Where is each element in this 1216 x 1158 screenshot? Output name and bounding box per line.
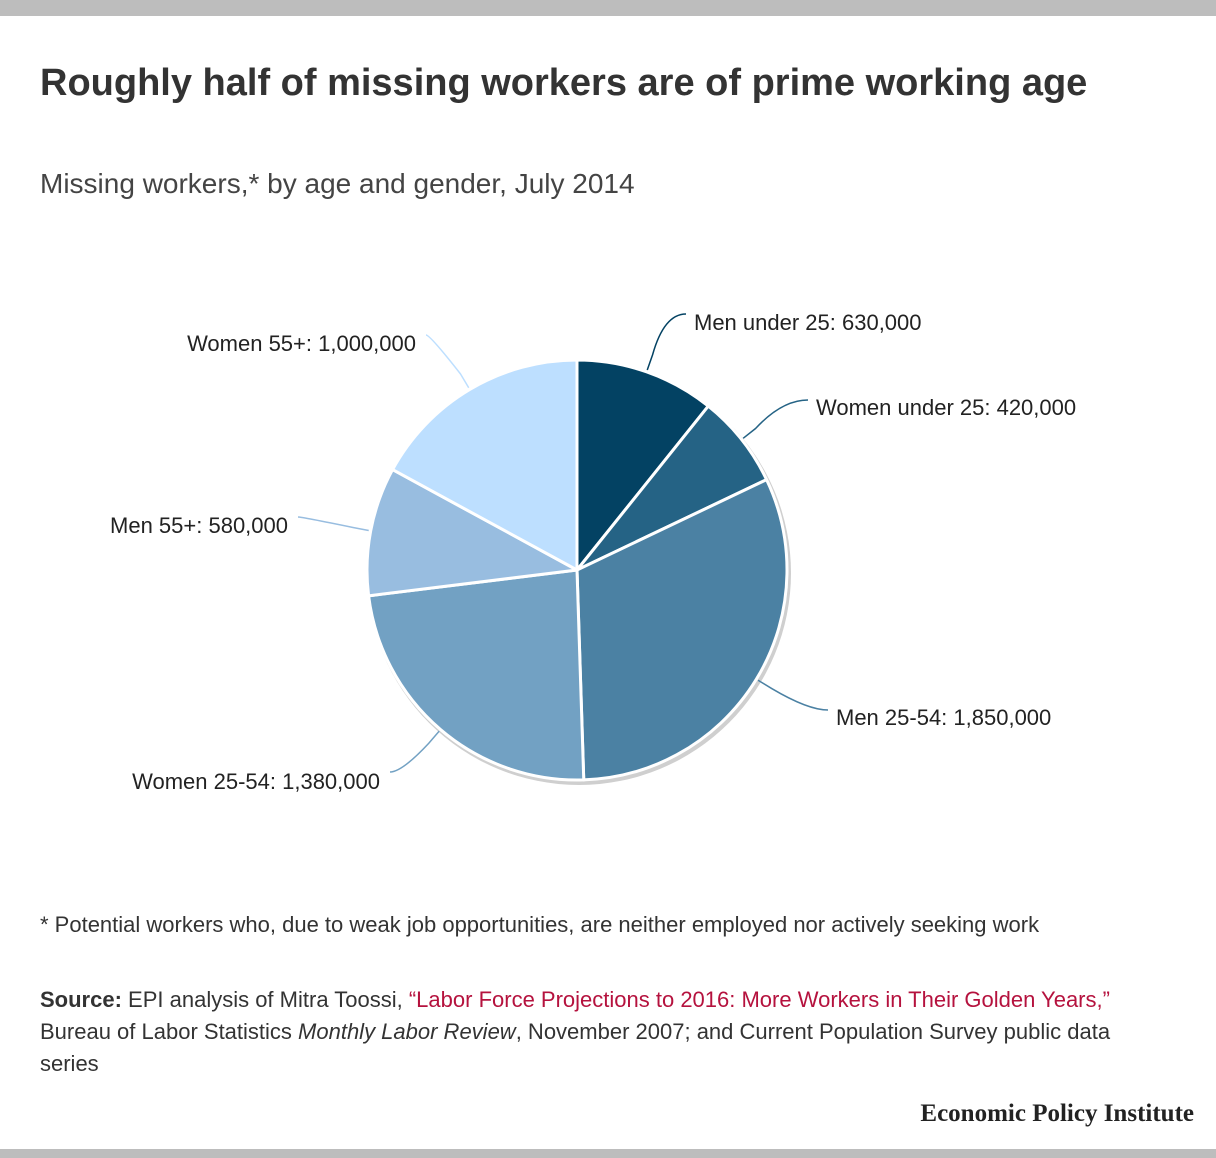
chart-title: Roughly half of missing workers are of p…	[40, 62, 1088, 104]
leader-line-women-under-25	[742, 399, 809, 439]
data-label-women-55: Women 55+: 1,000,000	[187, 331, 416, 356]
leader-line-women-55	[425, 334, 470, 389]
source-label: Source:	[40, 987, 122, 1012]
epi-logo-text: Economic Policy Institute	[920, 1100, 1194, 1127]
pie-slice-men-25-54[interactable]	[575, 478, 789, 782]
leader-line-women-25-54	[389, 730, 440, 773]
data-label-men-55: Men 55+: 580,000	[110, 513, 288, 538]
source-note: Source: EPI analysis of Mitra Toossi, “L…	[40, 984, 1170, 1080]
source-text-3: , November 2007; and Current Population …	[40, 1019, 1111, 1076]
footnote: * Potential workers who, due to weak job…	[40, 912, 1040, 937]
chart-subtitle: Missing workers,* by age and gender, Jul…	[40, 168, 635, 199]
source-link[interactable]: “Labor Force Projections to 2016: More W…	[408, 987, 1110, 1012]
source-text-2: Bureau of Labor Statistics	[40, 1019, 299, 1044]
data-label-women-25-54: Women 25-54: 1,380,000	[132, 769, 380, 794]
data-label-men-under-25: Men under 25: 630,000	[694, 310, 922, 335]
pie-slice-women-55[interactable]	[391, 358, 579, 572]
source-publication: Monthly Labor Review	[298, 1019, 516, 1044]
pie-slice-men-under-25[interactable]	[575, 358, 710, 572]
top-frame-bar	[0, 0, 1216, 16]
leader-line-men-under-25	[646, 313, 687, 371]
leader-line-men-25-54	[757, 679, 829, 711]
bottom-frame-bar	[0, 1149, 1216, 1158]
leader-line-men-55	[297, 516, 369, 532]
pie-slice-men-55[interactable]	[365, 468, 579, 598]
data-label-men-25-54: Men 25-54: 1,850,000	[836, 705, 1051, 730]
pie-slice-women-25-54[interactable]	[367, 568, 586, 782]
data-label-women-under-25: Women under 25: 420,000	[816, 395, 1076, 420]
source-text-1: EPI analysis of Mitra Toossi,	[121, 987, 409, 1012]
